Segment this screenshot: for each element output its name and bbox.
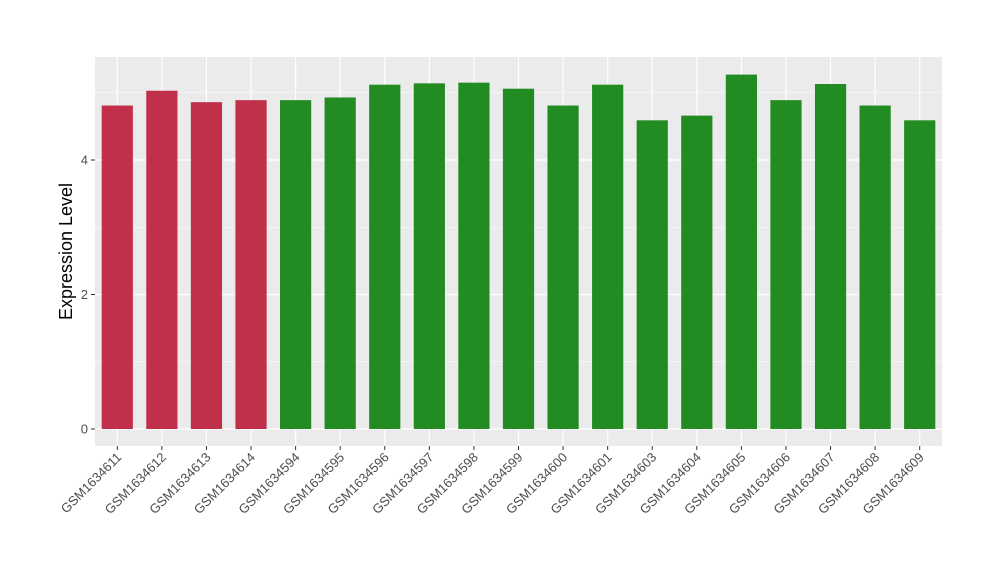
bar-GSM1634606 [770, 100, 802, 430]
bar-GSM1634603 [636, 120, 668, 429]
bar-GSM1634600 [547, 105, 579, 429]
bar-GSM1634599 [502, 88, 535, 429]
bar-GSM1634605 [725, 74, 757, 429]
y-tick-label: 0 [81, 422, 88, 437]
bar-GSM1634613 [190, 102, 223, 429]
bar-GSM1634594 [280, 100, 312, 430]
bar-GSM1634612 [146, 90, 178, 430]
y-axis-label: Expression Level [56, 183, 76, 320]
bars [101, 74, 936, 430]
y-tick-label: 4 [81, 153, 88, 168]
x-axis: GSM1634611GSM1634612GSM1634613GSM1634614… [58, 446, 927, 517]
bar-GSM1634604 [681, 115, 713, 430]
bar-GSM1634596 [369, 84, 401, 430]
bar-GSM1634597 [413, 83, 445, 430]
bar-GSM1634614 [235, 100, 267, 430]
y-axis: 0 2 4 [81, 153, 95, 437]
bar-GSM1634609 [904, 120, 936, 429]
bar-GSM1634607 [814, 84, 847, 429]
bar-GSM1634608 [859, 105, 891, 429]
y-tick-label: 2 [81, 287, 88, 302]
bar-GSM1634595 [324, 97, 356, 430]
bar-GSM1634611 [101, 105, 133, 429]
bar-GSM1634598 [458, 82, 490, 429]
bar-GSM1634601 [592, 84, 624, 430]
